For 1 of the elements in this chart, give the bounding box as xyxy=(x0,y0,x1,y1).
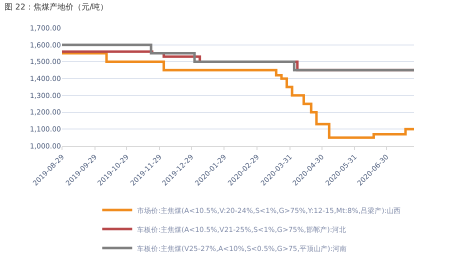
chart-title: 图 22：焦煤产地价（元/吨） xyxy=(4,2,108,12)
